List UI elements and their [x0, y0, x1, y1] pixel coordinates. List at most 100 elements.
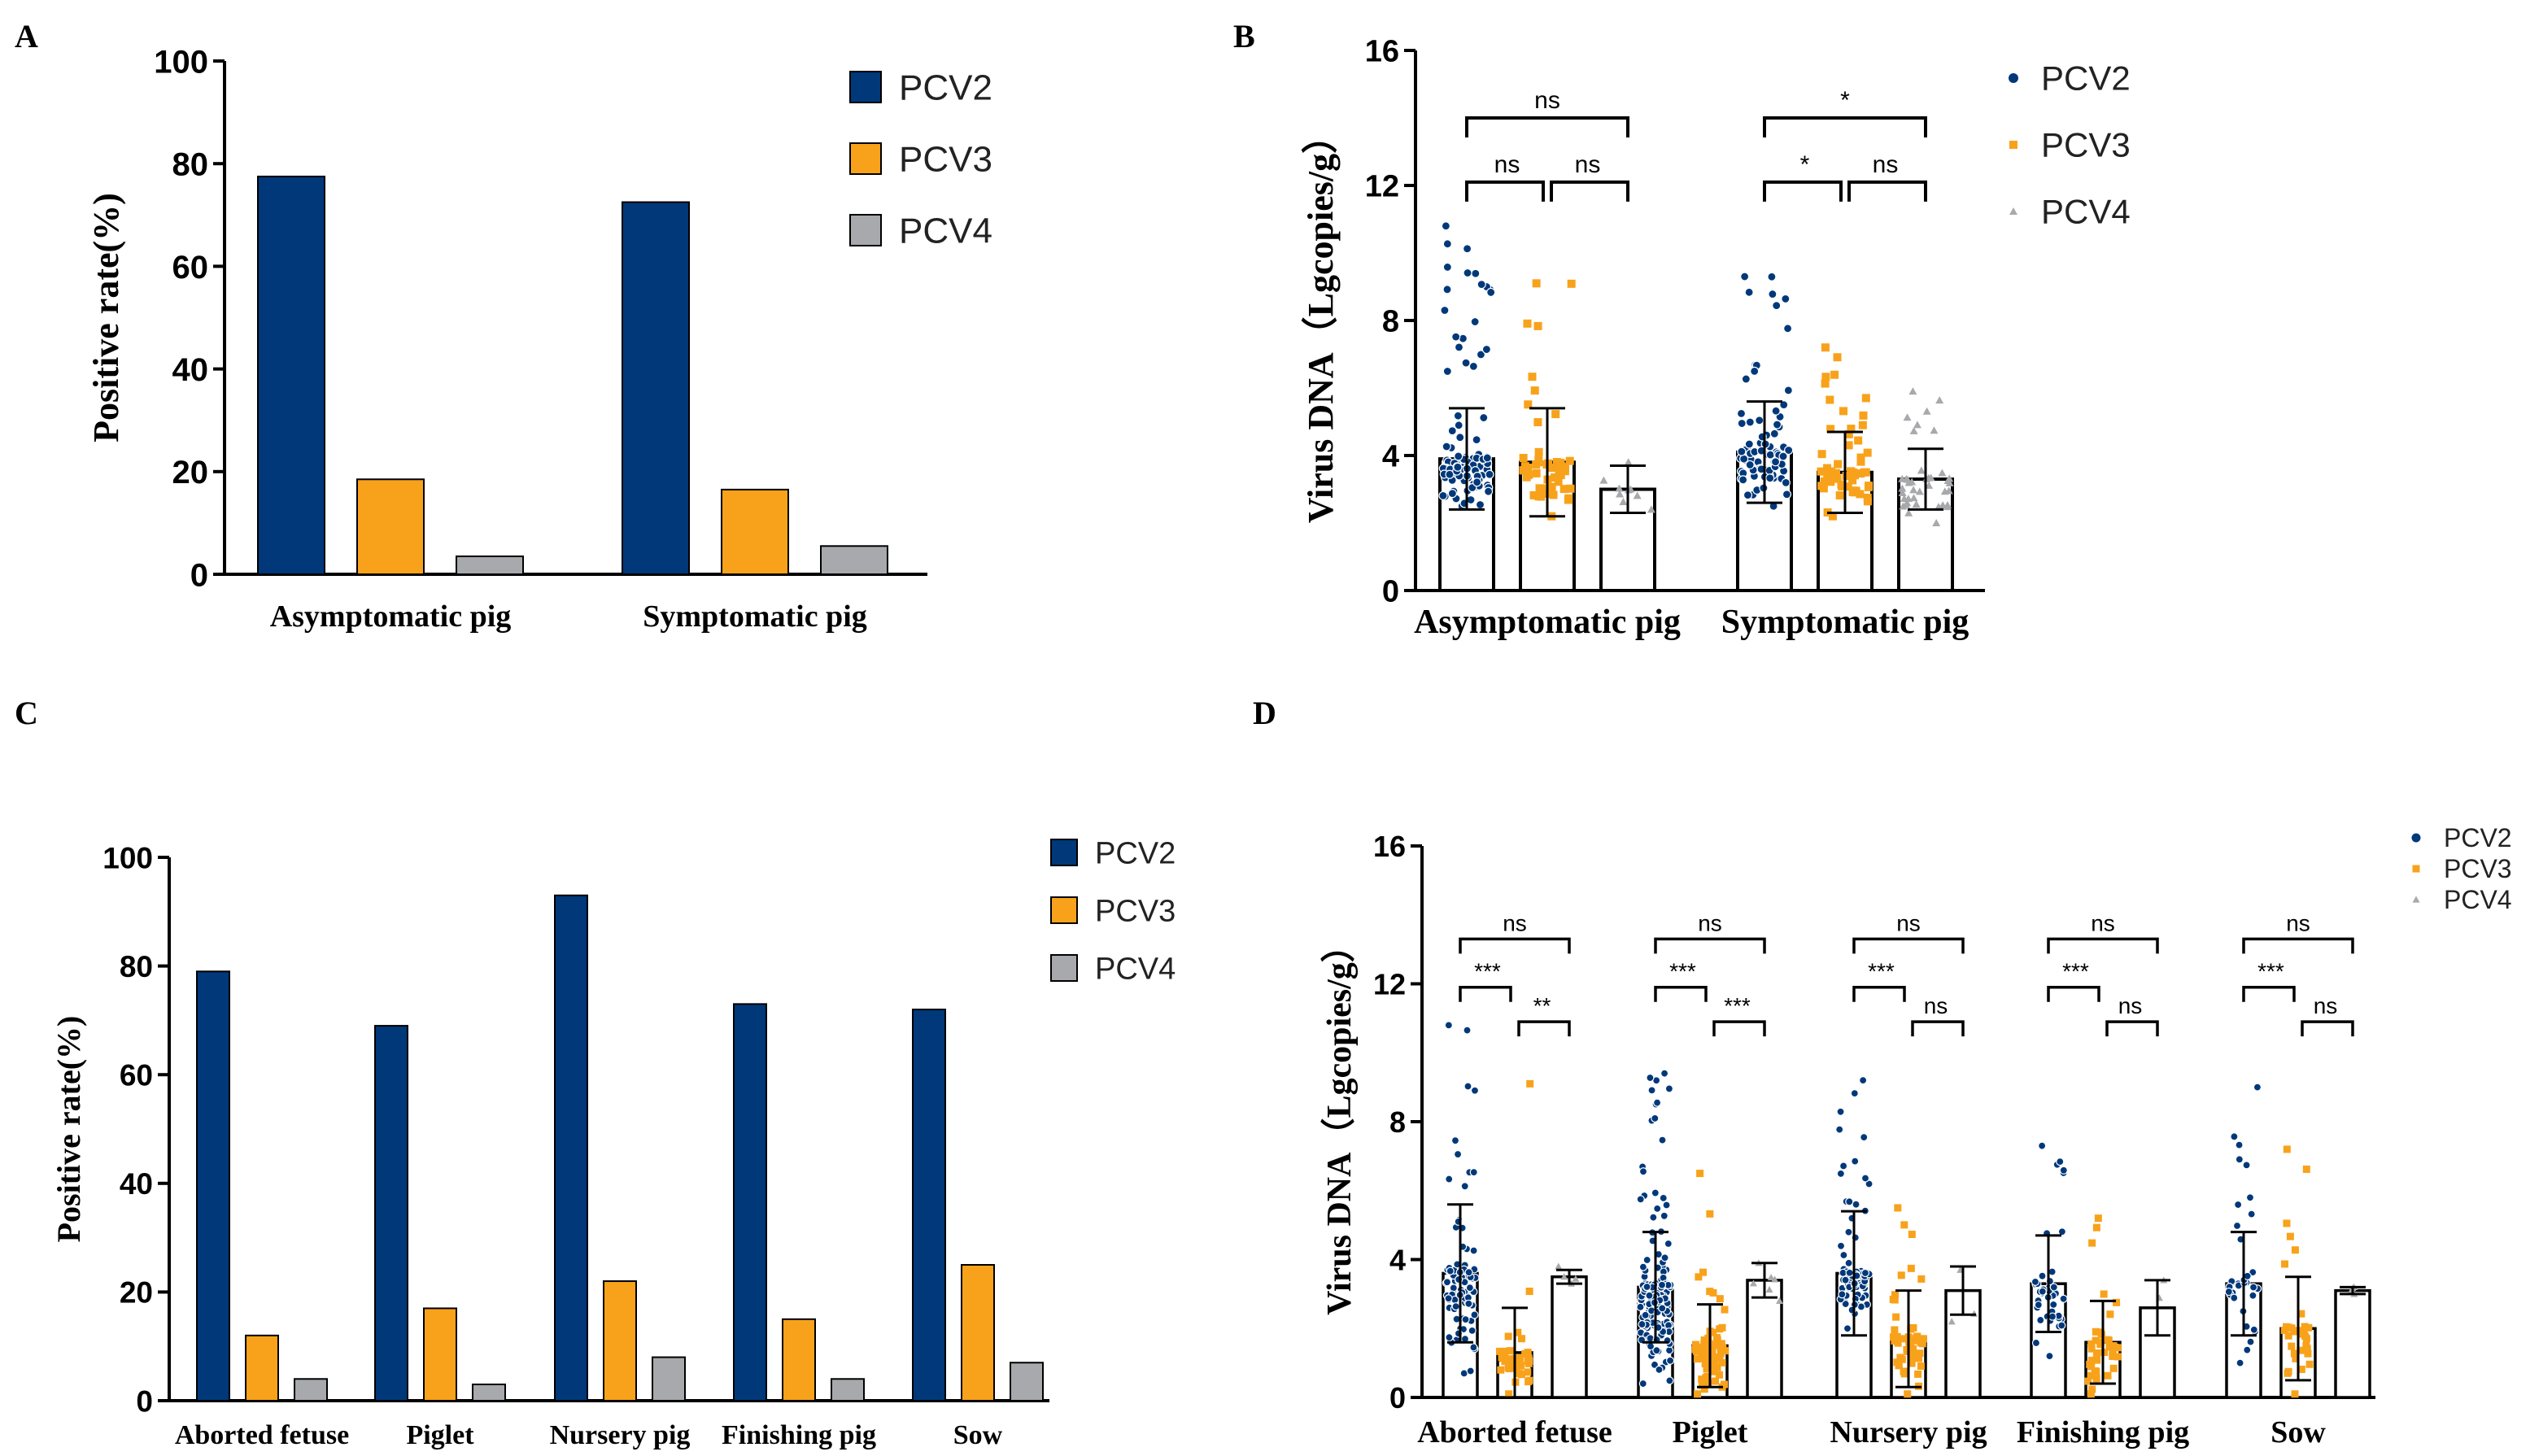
- x-category-label: Nursery pig: [550, 1420, 691, 1450]
- y-tick-label: 8: [1389, 1105, 1406, 1139]
- data-point-pcv3: [2092, 1336, 2100, 1345]
- data-point-pcv3: [1695, 1273, 1703, 1281]
- data-point-pcv3: [1833, 474, 1842, 483]
- significance-label: ***: [1868, 959, 1895, 984]
- bar-pcv3: [356, 478, 425, 576]
- data-point-pcv3: [2288, 1324, 2296, 1332]
- data-point-pcv2: [2059, 1166, 2068, 1175]
- data-point-pcv3: [1701, 1360, 1709, 1368]
- data-point-pcv3: [1833, 353, 1842, 362]
- legend-swatch-pcv3: [1050, 896, 1078, 924]
- data-point-pcv3: [1532, 279, 1541, 288]
- data-point-pcv3: [2094, 1214, 2102, 1223]
- data-point-pcv3: [2105, 1343, 2113, 1351]
- data-point-pcv4: [1909, 486, 1918, 494]
- y-tick-label: 20: [172, 455, 209, 490]
- data-point-pcv2: [2057, 1227, 2066, 1236]
- data-point-pcv4: [1915, 487, 1924, 495]
- data-point-pcv4: [1624, 458, 1633, 466]
- bar-outline-pcv4: [1551, 1275, 1588, 1399]
- y-tick-label: 80: [172, 147, 209, 183]
- data-point-pcv2: [1469, 1343, 1478, 1352]
- bar-pcv2: [257, 175, 325, 575]
- data-point-pcv2: [2249, 1291, 2257, 1300]
- y-tick-label: 60: [172, 250, 209, 286]
- bar-pcv3: [782, 1318, 816, 1402]
- data-point-pcv3: [2088, 1239, 2096, 1247]
- data-point-pcv3: [2088, 1385, 2096, 1393]
- data-point-pcv3: [1848, 476, 1857, 485]
- data-point-pcv3: [1506, 1347, 1514, 1355]
- data-point-pcv3: [1856, 453, 1865, 462]
- data-point-pcv2: [1660, 1253, 1669, 1262]
- data-point-pcv2: [1469, 1246, 1478, 1255]
- y-tick-label: 0: [190, 557, 208, 593]
- data-point-pcv2: [1472, 477, 1482, 487]
- data-point-pcv3: [2092, 1223, 2100, 1231]
- data-point-pcv3: [2084, 1377, 2092, 1385]
- data-point-pcv2: [1445, 469, 1455, 479]
- data-point-pcv3: [1499, 1349, 1507, 1357]
- data-point-pcv2: [1859, 1076, 1868, 1085]
- data-point-pcv3: [1549, 490, 1558, 499]
- data-point-pcv2: [1647, 1086, 1656, 1095]
- data-point-pcv4: [1771, 1275, 1779, 1283]
- data-point-pcv2: [1468, 361, 1478, 371]
- data-point-pcv3: [1709, 1341, 1717, 1349]
- data-point-pcv3: [1821, 373, 1830, 381]
- data-point-pcv2: [1463, 1026, 1472, 1035]
- data-point-pcv3: [2283, 1219, 2291, 1227]
- data-point-pcv2: [1454, 421, 1463, 430]
- data-point-pcv3: [1852, 486, 1860, 495]
- data-point-pcv2: [1768, 289, 1778, 299]
- panel-label-c: C: [15, 695, 38, 731]
- data-point-pcv2: [1477, 280, 1486, 290]
- data-point-pcv2: [2038, 1141, 2047, 1150]
- data-point-pcv2: [1779, 400, 1789, 410]
- data-point-pcv2: [1660, 1211, 1668, 1220]
- data-point-pcv2: [1445, 1175, 1454, 1184]
- data-point-pcv3: [2291, 1390, 2299, 1398]
- data-point-pcv3: [1516, 1370, 1524, 1378]
- data-point-pcv2: [1471, 268, 1481, 278]
- data-point-pcv2: [2249, 1283, 2258, 1292]
- data-point-pcv4: [1930, 426, 1939, 434]
- data-point-pcv2: [1442, 262, 1452, 272]
- data-point-pcv3: [1524, 1368, 1532, 1376]
- data-point-pcv3: [1706, 1288, 1714, 1296]
- data-point-pcv2: [1453, 462, 1463, 472]
- data-point-pcv3: [1893, 1332, 1901, 1340]
- data-point-pcv2: [1737, 447, 1747, 456]
- data-point-pcv3: [1919, 1335, 1927, 1343]
- significance-label: ns: [1575, 151, 1601, 178]
- legend-label-pcv4: PCV4: [899, 211, 992, 251]
- x-category-label: Asymptomatic pig: [1414, 604, 1681, 641]
- data-point-pcv2: [1770, 457, 1781, 467]
- significance-bracket: [2301, 1020, 2354, 1037]
- legend-label-pcv3: PCV3: [2444, 854, 2512, 883]
- data-point-pcv3: [1529, 490, 1538, 499]
- data-point-pcv2: [1655, 1365, 1664, 1374]
- significance-label: **: [1533, 993, 1551, 1018]
- significance-label: ns: [1873, 151, 1899, 178]
- x-category-label: Piglet: [406, 1420, 474, 1450]
- data-point-pcv2: [2247, 1210, 2256, 1218]
- data-point-pcv2: [1743, 490, 1753, 500]
- legend-marker-pcv4: [2412, 896, 2420, 903]
- data-point-pcv2: [1781, 294, 1791, 304]
- data-point-pcv2: [1461, 358, 1471, 368]
- data-point-pcv2: [2045, 1352, 2054, 1361]
- legend-swatch-pcv2: [1050, 839, 1078, 866]
- significance-bracket: [1712, 1020, 1766, 1037]
- data-point-pcv2: [1638, 1379, 1647, 1388]
- data-point-pcv2: [1636, 1302, 1645, 1311]
- data-point-pcv3: [1844, 429, 1853, 438]
- data-point-pcv2: [1454, 342, 1464, 352]
- y-axis-title: Virus DNA（Lgcopies/g）: [1320, 928, 1359, 1315]
- data-point-pcv2: [1839, 1250, 1848, 1260]
- data-point-pcv3: [1519, 454, 1528, 463]
- data-point-pcv3: [2113, 1298, 2121, 1306]
- bar-pcv4: [1010, 1362, 1044, 1402]
- data-point-pcv2: [1638, 1319, 1647, 1329]
- y-tick-label: 0: [1389, 1381, 1406, 1415]
